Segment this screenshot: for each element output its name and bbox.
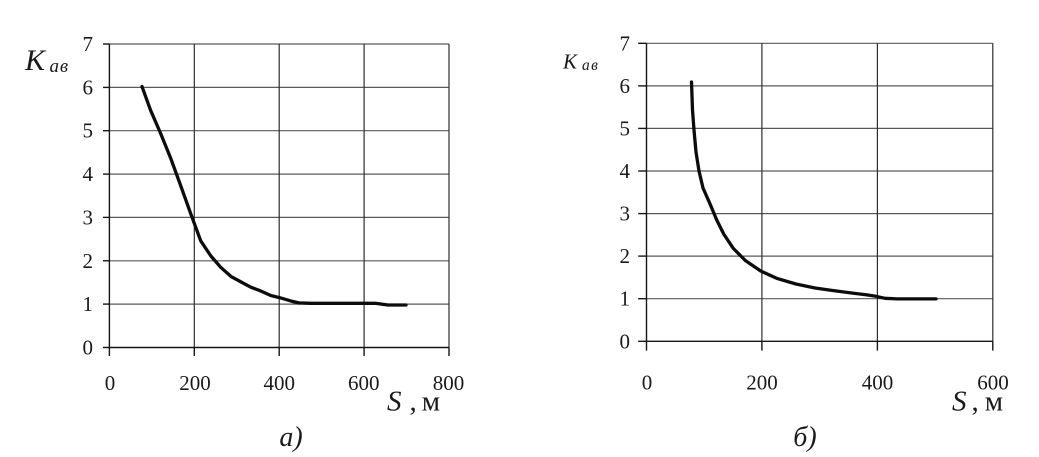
svg-text:7: 7 — [620, 31, 631, 55]
svg-text:5: 5 — [620, 116, 631, 140]
svg-text:2: 2 — [83, 249, 94, 273]
svg-text:1: 1 — [83, 292, 94, 316]
svg-text:400: 400 — [264, 371, 296, 395]
svg-text:Kав: Kав — [562, 50, 599, 75]
svg-text:Kав: Kав — [24, 44, 69, 77]
svg-text:1: 1 — [620, 287, 631, 311]
svg-text:6: 6 — [83, 75, 94, 99]
svg-text:а): а) — [279, 422, 302, 453]
svg-text:4: 4 — [83, 162, 94, 186]
svg-text:0: 0 — [83, 336, 94, 360]
svg-text:0: 0 — [642, 371, 653, 395]
svg-text:S,м: S,м — [387, 386, 440, 418]
svg-text:7: 7 — [83, 32, 94, 56]
svg-text:600: 600 — [348, 371, 380, 395]
svg-text:5: 5 — [83, 119, 94, 143]
svg-text:S,м: S,м — [952, 386, 1003, 418]
svg-text:2: 2 — [620, 244, 631, 268]
svg-text:б): б) — [793, 422, 816, 453]
svg-text:200: 200 — [746, 371, 778, 395]
svg-text:4: 4 — [620, 159, 631, 183]
svg-text:0: 0 — [620, 329, 631, 353]
svg-text:800: 800 — [433, 371, 465, 395]
svg-text:200: 200 — [179, 371, 211, 395]
svg-text:3: 3 — [83, 205, 94, 229]
svg-text:600: 600 — [977, 371, 1009, 395]
svg-text:3: 3 — [620, 202, 631, 226]
svg-text:6: 6 — [620, 74, 631, 98]
svg-text:400: 400 — [862, 371, 894, 395]
svg-text:0: 0 — [105, 371, 116, 395]
